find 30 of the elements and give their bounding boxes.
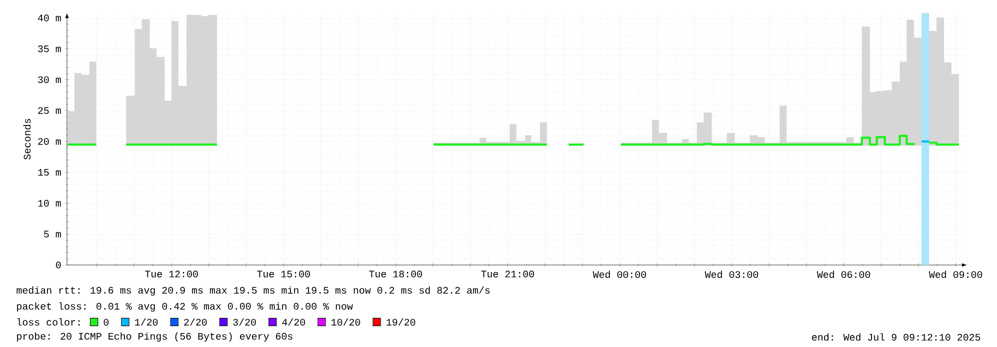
y-tick-label: 10 m xyxy=(38,200,61,207)
legend-label: 3/20 xyxy=(233,318,256,326)
y-tick-label: 25 m xyxy=(38,107,61,114)
y-tick-label: 0 xyxy=(56,262,61,268)
x-tick-label: Tue 18:00 xyxy=(369,270,422,278)
legend-label: 4/20 xyxy=(282,318,305,326)
legend-label: 19/20 xyxy=(386,318,416,326)
y-axis-title: Seconds xyxy=(23,118,31,160)
x-tick-label: Wed 00:00 xyxy=(592,270,646,278)
x-tick-label: Tue 12:00 xyxy=(145,270,198,278)
y-tick-label: 5 m xyxy=(44,230,61,238)
y-tick-label: 35 m xyxy=(38,45,61,52)
text: packet loss: 0.01 % avg 0.42 % max 0.00 % min 0.00 % now xyxy=(17,302,353,312)
y-tick-label: 20 m xyxy=(38,138,61,145)
legend-label: 2/20 xyxy=(184,318,207,326)
x-tick-label: Wed 06:00 xyxy=(816,270,870,278)
x-tick-label: Tue 21:00 xyxy=(481,270,534,278)
y-tick-label: 40 m xyxy=(38,14,61,22)
y-tick-label: 30 m xyxy=(38,76,61,84)
text: end: Wed Jul 9 09:12:10 2025 xyxy=(812,333,980,341)
x-tick-label: Wed 09:00 xyxy=(928,270,982,278)
legend-label: 10/20 xyxy=(332,318,360,326)
x-tick-label: Tue 15:00 xyxy=(257,270,310,278)
text: probe: 20 ICMP Echo Pings (56 Bytes) every 60s xyxy=(17,332,292,342)
legend-label: 1/20 xyxy=(135,318,158,326)
x-tick-label: Wed 03:00 xyxy=(704,270,758,278)
y-tick-label: 15 m xyxy=(38,169,61,176)
text: median rtt: 19.6 ms avg 20.9 ms max 19.5 ms min 19.5 ms now 0.2 ms sd 82.2 am/s xyxy=(16,286,490,296)
legend-label: 0 xyxy=(104,318,109,326)
legend-title: loss color: xyxy=(18,318,80,326)
